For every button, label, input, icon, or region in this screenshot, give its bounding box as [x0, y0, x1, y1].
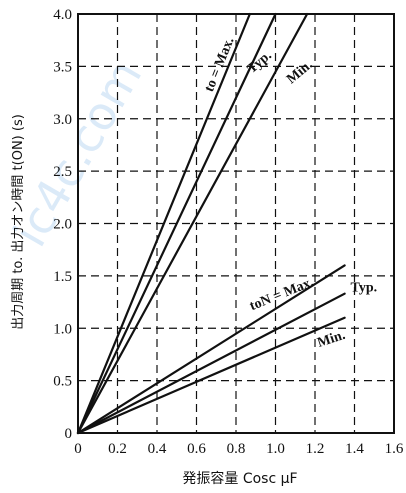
- x-tick-label: 0: [74, 441, 82, 457]
- series-line: [76, 264, 346, 435]
- grid: [78, 14, 394, 433]
- series-line: [76, 12, 277, 435]
- y-tick-label: 2.0: [53, 217, 72, 233]
- x-tick-label: 0.8: [227, 441, 246, 457]
- y-tick-label: 1.5: [53, 269, 72, 285]
- y-axis-label: 出力周期 to. 出力オン時間 t(ON) (s): [11, 114, 26, 330]
- series-line: [76, 292, 346, 435]
- annotation-label: Min.: [284, 58, 315, 88]
- series-line: [76, 316, 346, 435]
- y-tick-label: 0: [65, 426, 73, 442]
- tick-labels: 0 0.2 0.4 0.6 0.8 1.0 1.2 1.4 1.6 0 0.5 1.0 1.5 2.0 2.…: [53, 7, 404, 457]
- x-tick-label: 1.0: [266, 441, 285, 457]
- y-tick-label: 4.0: [53, 7, 72, 23]
- annotations: to = Max. Typ. Min.toN = Max. Typ.Min.: [202, 35, 377, 351]
- x-axis-label: 発振容量 Cosc μF: [182, 470, 297, 487]
- x-tick-label: 1.2: [306, 441, 325, 457]
- x-tick-label: 0.6: [187, 441, 206, 457]
- x-tick-label: 1.4: [345, 441, 364, 457]
- annotation-label: Min.: [316, 328, 348, 351]
- series-lines: [76, 12, 346, 435]
- y-tick-label: 0.5: [53, 374, 72, 390]
- annotation-label: Typ.: [245, 48, 275, 77]
- plot-frame: [77, 13, 395, 434]
- series-line: [76, 12, 251, 435]
- x-tick-label: 1.6: [385, 441, 404, 457]
- x-tick-label: 0.2: [108, 441, 127, 457]
- y-tick-label: 2.5: [53, 164, 72, 180]
- x-tick-label: 0.4: [148, 441, 167, 457]
- annotation-label: toN = Max.: [248, 275, 316, 314]
- y-tick-label: 3.0: [53, 112, 72, 128]
- annotation-label: Typ.: [351, 281, 378, 296]
- y-tick-label: 3.5: [53, 59, 72, 75]
- y-tick-label: 1.0: [53, 321, 72, 337]
- series-line: [76, 12, 309, 435]
